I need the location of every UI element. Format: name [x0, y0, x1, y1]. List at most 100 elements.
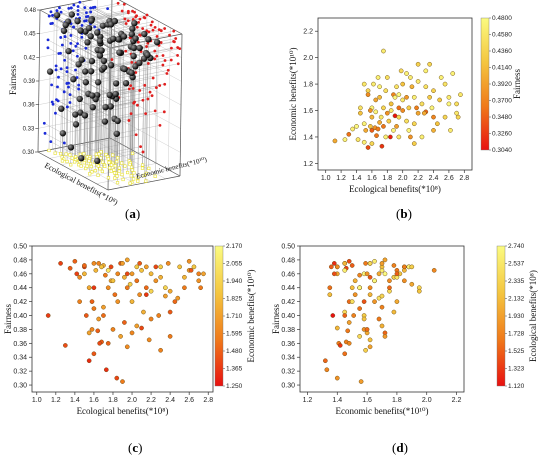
data-point	[115, 271, 121, 277]
data-point	[63, 343, 68, 348]
data-point	[367, 292, 373, 297]
projection-point-back-wall	[138, 17, 142, 21]
projection-point-left-wall	[93, 25, 97, 29]
projection-point-left-wall	[74, 68, 77, 72]
drop-line	[116, 120, 118, 177]
projection-point-back-wall	[163, 27, 167, 30]
data-point	[375, 75, 381, 80]
projection-point-left-wall	[76, 9, 80, 12]
colorbar-tick-label: 1.940	[226, 278, 243, 285]
projection-point-left-wall	[49, 10, 53, 14]
data-point	[82, 263, 87, 268]
projection-point-back-wall	[135, 25, 139, 29]
projection-point-back-wall	[126, 19, 130, 23]
x-tick-label: 2.6	[444, 175, 454, 182]
y-tick-label: 0.46	[281, 271, 295, 278]
x-tick-label: 1.6	[89, 397, 99, 404]
data-point-3d	[46, 68, 54, 75]
projection-point-back-wall	[145, 45, 148, 48]
projection-point-floor	[59, 152, 63, 156]
y-tick-label: 0.36	[13, 341, 27, 348]
data-point	[379, 304, 385, 310]
projection-point-floor	[123, 164, 127, 168]
colorbar-title: Fairness	[512, 69, 522, 99]
data-point-3d	[131, 19, 138, 27]
data-point	[67, 265, 73, 271]
projection-point-floor	[117, 166, 121, 170]
projection-point-left-wall	[55, 9, 59, 13]
projection-point-floor	[142, 173, 146, 177]
back-wall-gridline	[38, 114, 111, 129]
data-point-3d	[76, 95, 83, 103]
projection-point-floor	[88, 162, 93, 166]
projection-line	[101, 40, 151, 51]
projection-point-floor	[112, 171, 117, 175]
data-point	[86, 358, 92, 364]
data-point	[423, 68, 429, 74]
projection-point-floor	[100, 169, 105, 173]
projection-point-left-wall	[86, 14, 90, 18]
projection-point-back-wall	[176, 54, 179, 57]
data-point	[374, 133, 379, 138]
data-point	[115, 299, 121, 304]
data-point	[134, 264, 140, 270]
drop-line	[113, 118, 115, 171]
projection-line	[135, 30, 174, 39]
data-point	[86, 330, 92, 336]
data-point	[419, 101, 425, 107]
data-point-3d	[87, 68, 95, 75]
projection-point-floor	[144, 179, 148, 183]
drop-line	[102, 60, 105, 172]
projection-point-floor	[109, 163, 114, 167]
colorbar-tick-label: 0.3920	[492, 81, 512, 88]
data-point-3d	[68, 11, 76, 18]
projection-line	[115, 85, 160, 95]
y-tick-label: 0.38	[281, 327, 295, 334]
x-axis-title: Economic benefits(*10¹⁰)	[335, 406, 428, 416]
projection-point-left-wall	[46, 46, 50, 50]
data-point	[431, 88, 436, 94]
colorbar-title: Economic benefits(*10¹⁰)	[246, 269, 256, 362]
projection-line	[68, 8, 92, 21]
projection-point-floor	[136, 179, 140, 183]
data-point	[101, 304, 106, 310]
projection-line	[57, 3, 119, 16]
y-tick-label: 0.42	[281, 299, 295, 306]
data-point	[388, 108, 394, 113]
data-point-3d	[89, 103, 96, 111]
drop-line	[145, 54, 148, 182]
data-point	[454, 101, 459, 107]
box-edge	[109, 137, 181, 177]
projection-point-back-wall	[168, 33, 171, 37]
colorbar	[214, 245, 224, 387]
projection-point-left-wall	[69, 6, 73, 10]
projection-line	[64, 60, 86, 72]
data-point	[446, 101, 452, 107]
projection-point-back-wall	[153, 25, 157, 29]
drop-line	[105, 24, 109, 155]
data-point	[376, 271, 382, 277]
x-tick-label: 1.8	[108, 397, 118, 404]
data-point	[143, 292, 149, 297]
data-point	[108, 264, 114, 270]
data-point	[371, 81, 376, 87]
y-tick-label: 0.42	[13, 299, 27, 306]
data-point-3d	[65, 47, 72, 55]
data-point	[122, 320, 127, 325]
panel-d-scatter: 1.2 1.4 1.6 1.8 2.0 2.2 0.30 0.32 0.34 0.36 0.38 0.…	[271, 243, 538, 416]
y-axis-title: Economic benefits(*10¹⁰)	[288, 47, 298, 140]
data-point-3d	[101, 118, 109, 125]
projection-point-left-wall	[59, 51, 62, 55]
data-point	[437, 97, 442, 103]
projection-point-back-wall	[127, 119, 131, 122]
y-tick-label: 2.2	[303, 29, 313, 36]
projection-point-floor	[69, 163, 73, 167]
data-point	[392, 94, 398, 100]
projection-point-floor	[120, 161, 124, 165]
projection-point-left-wall	[63, 58, 67, 62]
projection-point-back-wall	[143, 83, 147, 87]
drop-line	[108, 40, 111, 159]
data-point-3d	[74, 17, 81, 25]
data-point	[402, 278, 407, 284]
drop-line	[146, 39, 149, 174]
